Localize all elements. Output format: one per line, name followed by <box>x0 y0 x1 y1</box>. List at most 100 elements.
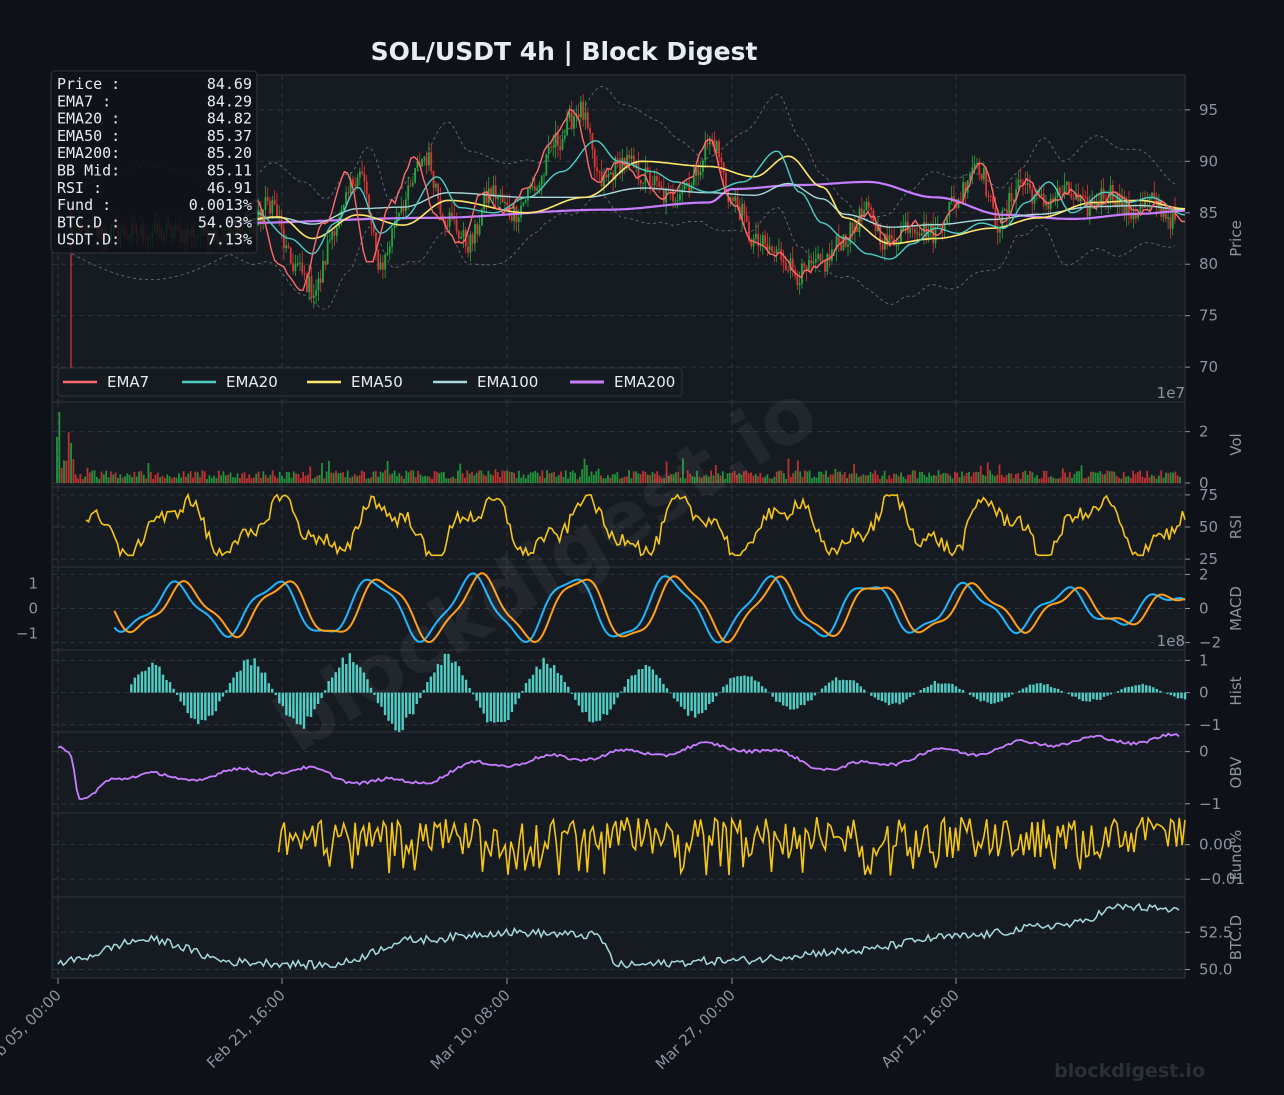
price-ytick-label: 70 <box>1199 358 1218 376</box>
volume-bar <box>173 476 176 483</box>
candle-body <box>478 225 481 235</box>
volume-bar <box>389 474 391 483</box>
volume-bar <box>407 472 410 483</box>
volume-bar <box>419 474 422 483</box>
histogram-bar <box>478 692 482 708</box>
candle-body <box>609 172 612 175</box>
volume-bar <box>1047 477 1050 483</box>
volume-bar <box>628 470 630 483</box>
volume-bar <box>140 470 143 483</box>
histogram-bar <box>908 692 912 698</box>
volume-bar <box>1108 471 1111 483</box>
volume-bar <box>745 470 748 483</box>
candle-body <box>501 194 504 203</box>
volume-bar <box>1162 477 1165 483</box>
volume-bar <box>1153 475 1156 483</box>
volume-bar <box>358 474 361 483</box>
volume-bar <box>156 472 159 483</box>
histogram-bar <box>958 688 961 693</box>
candle-body <box>828 254 831 261</box>
candle-body <box>333 231 336 236</box>
volume-bar <box>328 460 330 483</box>
volume-bar <box>154 474 157 483</box>
histogram-bar <box>845 680 848 693</box>
volume-bar <box>1052 477 1055 483</box>
volume-bar <box>879 478 881 483</box>
histogram-bar <box>718 692 722 693</box>
candle-body <box>563 135 566 139</box>
volume-bar <box>893 473 895 483</box>
volume-bar <box>513 472 516 483</box>
volume-bar <box>787 458 790 483</box>
volume-bar <box>93 470 96 483</box>
legend: EMA7 EMA20 EMA50 EMA100 EMA200 <box>57 367 683 397</box>
candle-body <box>775 249 778 254</box>
volume-bar <box>813 476 816 483</box>
volume-bar <box>689 473 691 483</box>
histogram-bar <box>834 677 838 693</box>
histogram-bar <box>274 692 277 696</box>
volume-bar <box>262 471 265 483</box>
volume-bar <box>958 477 961 483</box>
volume-bar <box>954 471 956 483</box>
volume-bar <box>534 471 537 483</box>
histogram-bar <box>648 666 651 693</box>
histogram-bar <box>1127 686 1130 693</box>
volume-bar <box>161 475 164 483</box>
histogram-bar <box>1155 688 1159 693</box>
volume-bar <box>433 471 436 483</box>
histogram-bar <box>701 692 704 714</box>
histogram-bar <box>975 692 979 700</box>
volume-bar <box>510 471 513 483</box>
volume-ytick-label: 0 <box>1199 474 1209 492</box>
histogram-bar <box>179 692 182 702</box>
volume-bar <box>932 474 935 483</box>
candle-body <box>863 210 866 217</box>
volume-bar <box>288 472 291 483</box>
candle-body <box>1148 198 1151 201</box>
candle-body <box>264 197 267 210</box>
volume-bar <box>1007 473 1010 483</box>
volume-bars <box>56 411 1181 483</box>
candle-body <box>704 142 707 161</box>
candle-body <box>1010 193 1013 202</box>
histogram-bar <box>595 692 598 722</box>
volume-bar <box>142 474 145 483</box>
candle-body <box>273 200 276 205</box>
volume-bar <box>187 473 190 483</box>
volume-bar <box>583 458 586 483</box>
histogram-bar <box>581 692 584 713</box>
histogram-bar <box>972 692 975 697</box>
volume-bar <box>740 474 743 483</box>
volume-bar <box>935 475 938 483</box>
histogram-bar <box>408 692 411 715</box>
volume-bar <box>1143 477 1146 483</box>
volume-bar <box>961 471 963 483</box>
histogram-bar <box>330 677 334 693</box>
volume-bar <box>1075 471 1078 483</box>
legend-label-ema20: EMA20 <box>226 373 278 391</box>
rsi-frame <box>51 486 1186 568</box>
histogram-bar <box>841 679 845 693</box>
candle-body <box>1001 210 1004 229</box>
histogram-bar <box>1173 692 1176 697</box>
histogram-bar <box>655 674 658 693</box>
ema20-line <box>233 140 1186 260</box>
candle-body <box>593 149 596 168</box>
candle-body <box>953 196 955 200</box>
volume-bar <box>850 473 853 483</box>
volume-bar <box>274 475 276 483</box>
candle-body <box>651 183 654 186</box>
hist-ylabel: Hist <box>1227 676 1245 705</box>
volume-bar <box>979 465 982 483</box>
volume-bar <box>607 475 609 483</box>
volume-bar <box>227 474 230 483</box>
candle-body <box>1174 209 1176 220</box>
btcd-frame <box>51 896 1186 979</box>
volume-bar <box>904 479 907 483</box>
candle-body <box>1125 200 1128 216</box>
volume-bar <box>363 471 366 483</box>
volume-bar <box>100 471 103 483</box>
funding-ylabel: Fund% <box>1227 830 1245 881</box>
info-value: 54.03% <box>198 213 252 231</box>
